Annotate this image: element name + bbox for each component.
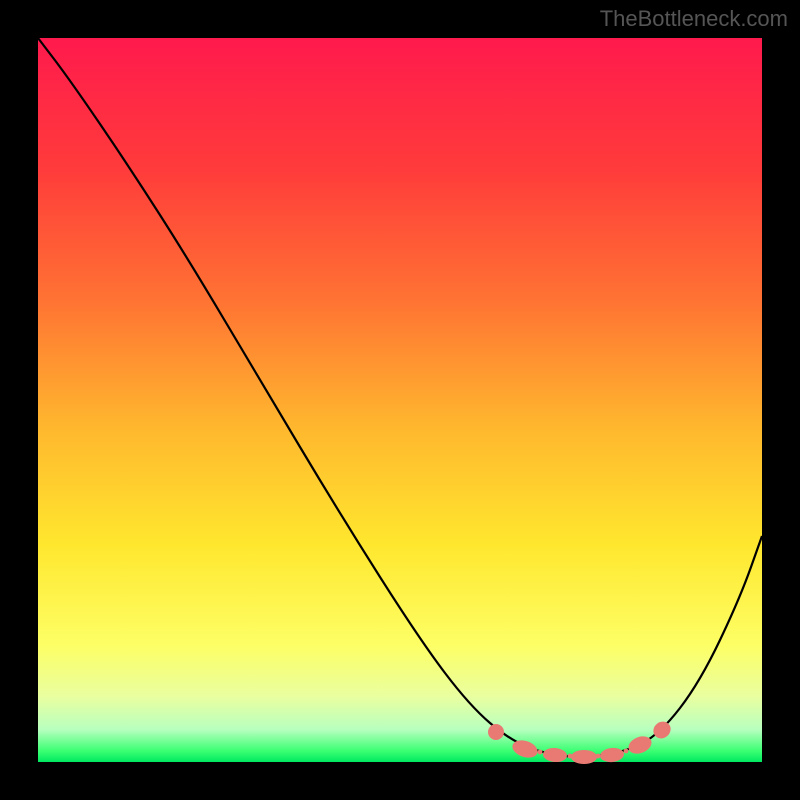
plot-background (38, 38, 762, 762)
bottleneck-chart (0, 0, 800, 800)
watermark-text: TheBottleneck.com (600, 6, 788, 32)
trough-dot (568, 754, 573, 759)
trough-dot (596, 754, 601, 759)
trough-pill (488, 724, 504, 740)
trough-dot (538, 750, 543, 755)
trough-dot (624, 749, 629, 754)
trough-pill (571, 750, 597, 764)
